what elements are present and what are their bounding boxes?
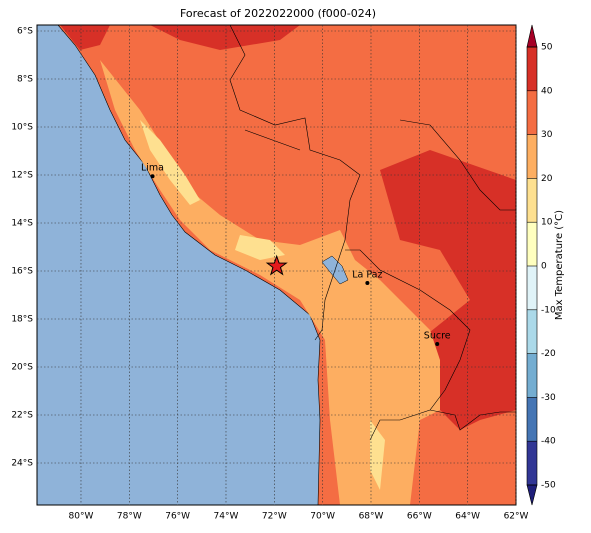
star-marker: [265, 254, 288, 276]
x-tick-label: 76°W: [165, 512, 190, 522]
colorbar-band: [527, 266, 537, 310]
y-tick-label: 12°S: [11, 171, 33, 181]
city-label: La Paz: [352, 270, 382, 281]
colorbar-tick-label: -10: [541, 305, 556, 315]
colorbar-tick-label: 10: [541, 218, 553, 228]
colorbar-tick-label: -50: [541, 481, 556, 491]
colorbar-band: [527, 222, 537, 266]
colorbar-tick-label: 40: [541, 86, 553, 96]
temp-mid-zone: [100, 60, 440, 505]
x-tick-label: 74°W: [214, 512, 239, 522]
title: Forecast of 2022022000 (f000-024): [180, 7, 376, 20]
colorbar-tick-label: -30: [541, 393, 556, 403]
x-tick-label: 72°W: [262, 512, 287, 522]
city-point: [150, 174, 155, 179]
x-tick-label: 70°W: [310, 512, 335, 522]
city-label: Sucre: [424, 330, 451, 341]
city-point: [435, 341, 440, 346]
colorbar-band: [527, 90, 537, 135]
map-area: [37, 25, 516, 505]
x-tick-label: 66°W: [407, 512, 432, 522]
colorbar-band: [527, 309, 537, 354]
x-tick-label: 62°W: [504, 512, 529, 522]
colorbar-tick-label: -40: [541, 437, 556, 447]
colorbar-under: [526, 484, 538, 506]
colorbar-band: [527, 47, 537, 91]
colorbar-tick-label: 0: [541, 262, 547, 272]
colorbar-over: [526, 24, 538, 48]
y-tick-label: 18°S: [11, 315, 33, 325]
colorbar-label: Max Temperature (°C): [554, 210, 565, 320]
y-tick-label: 8°S: [17, 75, 33, 85]
colorbar-band: [527, 397, 537, 442]
colorbar-band: [527, 178, 537, 223]
x-tick-label: 68°W: [359, 512, 384, 522]
y-tick-label: 14°S: [11, 219, 33, 229]
colorbar-tick-label: 20: [541, 174, 553, 184]
map-frame: [36, 24, 517, 506]
city-point: [365, 281, 370, 285]
colorbar-band: [527, 441, 537, 485]
y-tick-label: 24°S: [11, 459, 33, 469]
y-tick-label: 10°S: [11, 123, 33, 133]
temp-high-zone: [60, 25, 516, 430]
colorbar-tick-label: 30: [541, 130, 553, 140]
y-tick-label: 6°S: [17, 27, 33, 37]
colorbar-tick-label: 50: [541, 43, 553, 53]
temp-pale-zone: [140, 120, 385, 490]
x-tick-label: 78°W: [117, 512, 142, 522]
colorbar-band: [527, 353, 537, 398]
x-tick-label: 64°W: [455, 512, 480, 522]
y-tick-label: 20°S: [11, 363, 33, 373]
y-tick-label: 16°S: [11, 267, 33, 277]
colorbar-tick-label: -20: [541, 349, 556, 359]
colorbar-band: [527, 134, 537, 179]
borders: [229, 25, 516, 441]
x-tick-label: 80°W: [69, 512, 94, 522]
city-label: Lima: [141, 163, 164, 174]
y-tick-label: 22°S: [11, 411, 33, 421]
